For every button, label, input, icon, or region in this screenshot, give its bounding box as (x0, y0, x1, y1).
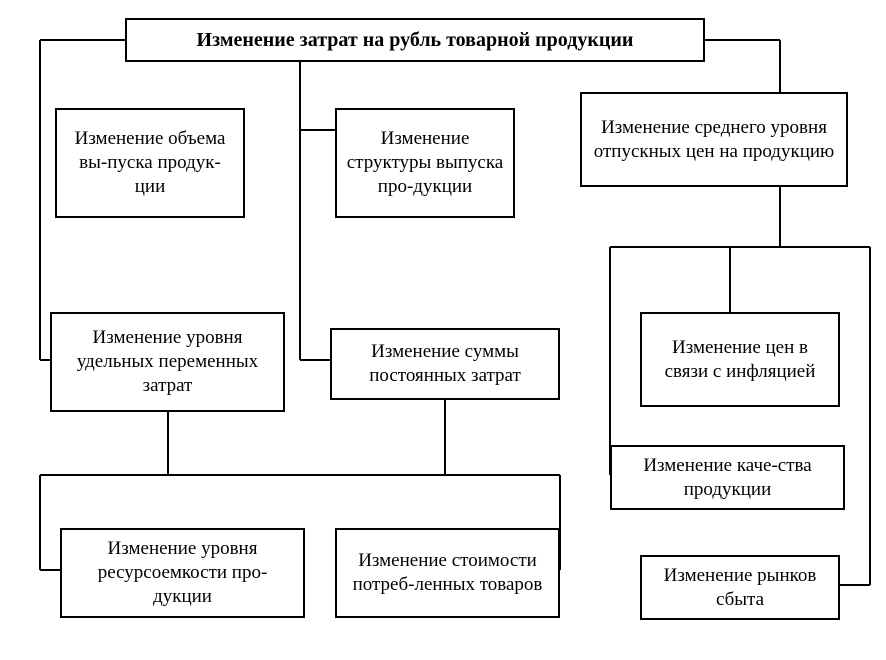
node-n6: Изменение цен в связи с инфляцией (640, 312, 840, 407)
node-n1-label: Изменение объема вы-пуска продук-ции (65, 127, 235, 198)
node-n7: Изменение каче-ства продукции (610, 445, 845, 510)
node-n8: Изменение рынков сбыта (640, 555, 840, 620)
node-n3: Изменение среднего уровня отпускных цен … (580, 92, 848, 187)
node-root: Изменение затрат на рубль товарной проду… (125, 18, 705, 62)
node-n3-label: Изменение среднего уровня отпускных цен … (590, 116, 838, 164)
node-n10-label: Изменение стоимости потреб-ленных товаро… (345, 549, 550, 597)
node-n1: Изменение объема вы-пуска продук-ции (55, 108, 245, 218)
node-n9: Изменение уровня ресурсоемкости про-дукц… (60, 528, 305, 618)
node-n5: Изменение суммы постоянных затрат (330, 328, 560, 400)
node-n10: Изменение стоимости потреб-ленных товаро… (335, 528, 560, 618)
node-n4-label: Изменение уровня удельных переменных зат… (60, 326, 275, 397)
node-n9-label: Изменение уровня ресурсоемкости про-дукц… (70, 537, 295, 608)
node-root-label: Изменение затрат на рубль товарной проду… (197, 28, 634, 53)
node-n5-label: Изменение суммы постоянных затрат (340, 340, 550, 388)
node-n2: Изменение структуры выпуска про-дукции (335, 108, 515, 218)
node-n4: Изменение уровня удельных переменных зат… (50, 312, 285, 412)
node-n2-label: Изменение структуры выпуска про-дукции (345, 127, 505, 198)
node-n7-label: Изменение каче-ства продукции (620, 454, 835, 502)
node-n6-label: Изменение цен в связи с инфляцией (650, 336, 830, 384)
node-n8-label: Изменение рынков сбыта (650, 564, 830, 612)
